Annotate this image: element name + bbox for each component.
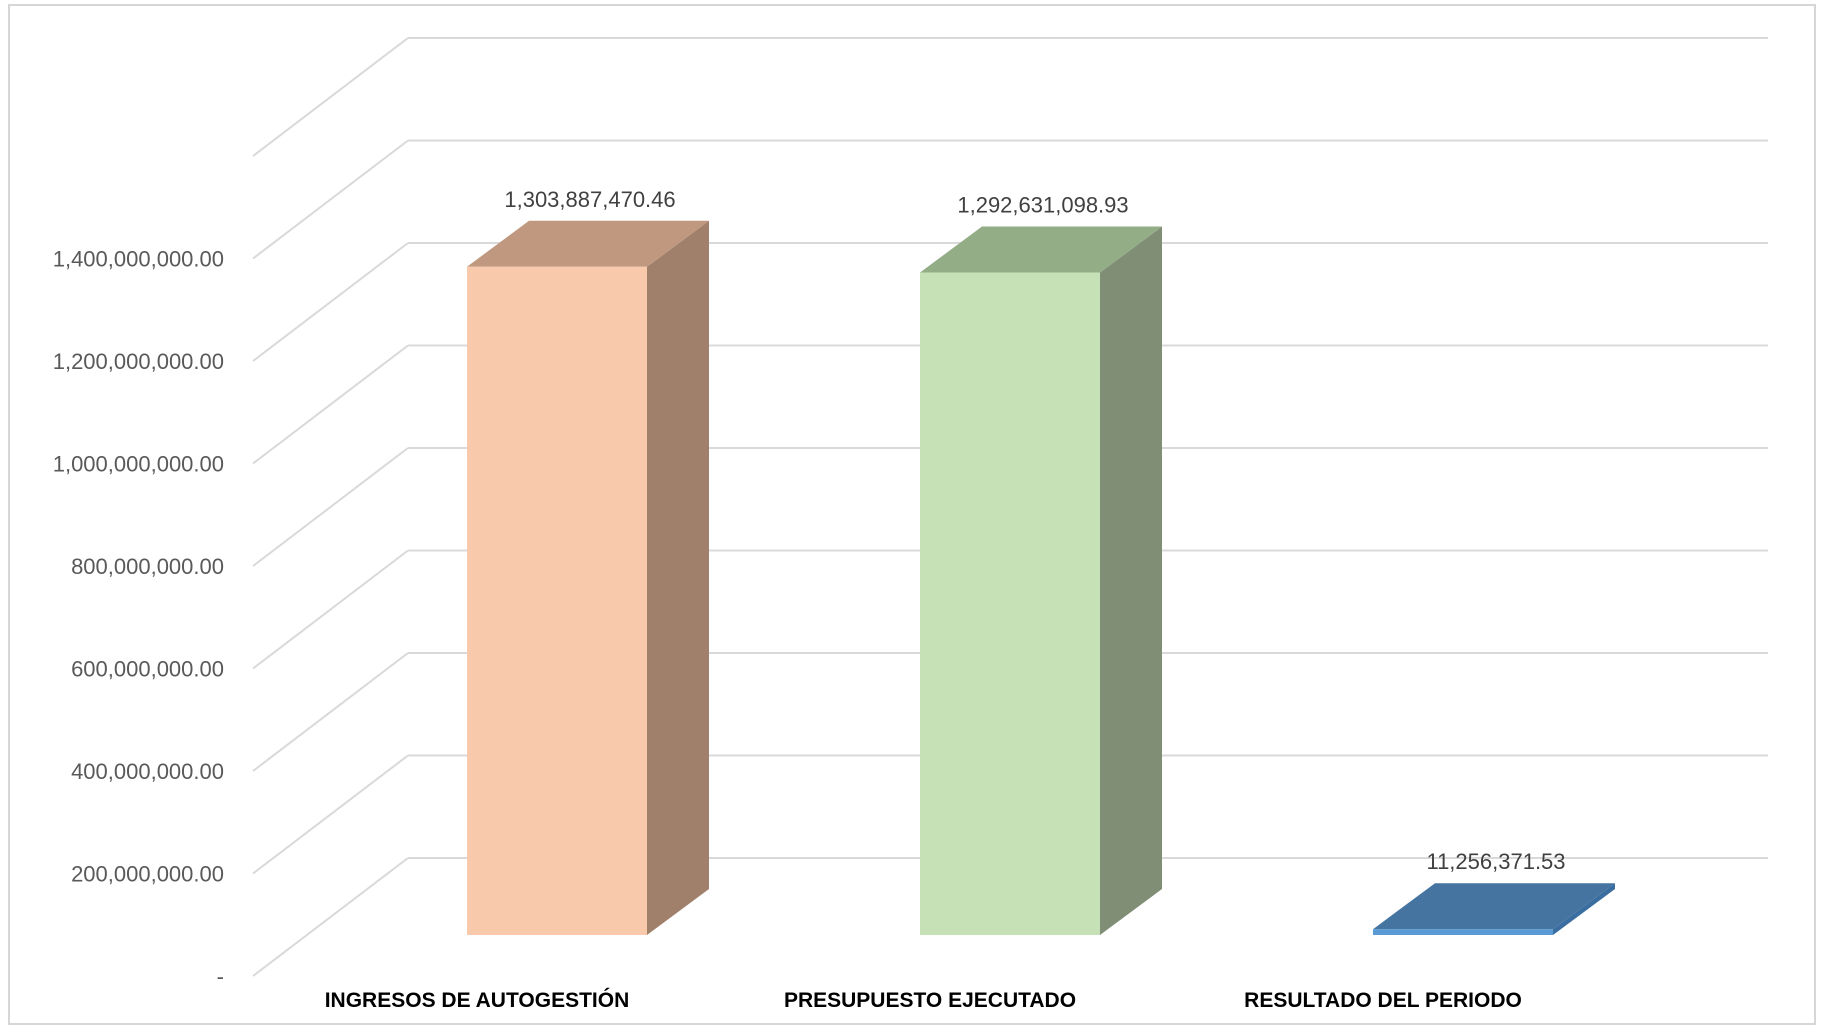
y-axis-ticks: - 200,000,000.00 400,000,000.00 600,000,000… <box>53 247 224 990</box>
side-gridline-3 <box>252 549 409 670</box>
side-gridline-6 <box>252 242 409 362</box>
y-tick-label-2: 400,000,000.00 <box>71 759 224 784</box>
y-tick-label-1: 200,000,000.00 <box>71 862 224 887</box>
chart-frame: - 200,000,000.00 400,000,000.00 600,000,000… <box>8 4 1816 1025</box>
bar-side-1 <box>1100 226 1162 936</box>
y-tick-label-3: 600,000,000.00 <box>71 657 224 682</box>
bar-0 <box>467 220 709 935</box>
data-label-1: 1,292,631,098.93 <box>957 193 1128 218</box>
bar-top-0 <box>467 220 709 267</box>
category-label-2: RESULTADO DEL PERIODO <box>1244 989 1522 1012</box>
bar-2 <box>1373 883 1615 935</box>
side-gridline-8 <box>252 37 409 157</box>
bar-top-1 <box>920 226 1162 273</box>
bar-side-0 <box>647 220 709 935</box>
y-tick-label-0: - <box>217 964 224 989</box>
y-tick-label-4: 800,000,000.00 <box>71 554 224 579</box>
bar-front-1 <box>920 272 1100 935</box>
bars <box>467 220 1615 936</box>
category-label-0: INGRESOS DE AUTOGESTIÓN <box>325 988 630 1012</box>
bar-front-0 <box>467 266 647 935</box>
category-label-1: PRESUPUESTO EJECUTADO <box>784 989 1076 1012</box>
category-labels: INGRESOS DE AUTOGESTIÓN PRESUPUESTO EJECU… <box>325 988 1522 1012</box>
bar-top-2 <box>1373 883 1615 930</box>
bar-1 <box>920 226 1162 936</box>
data-label-0: 1,303,887,470.46 <box>504 187 675 212</box>
side-gridline-4 <box>252 447 409 567</box>
data-label-2: 11,256,371.53 <box>1426 849 1565 874</box>
y-tick-label-5: 1,000,000,000.00 <box>53 452 224 477</box>
bar-front-2 <box>1373 929 1553 935</box>
y-tick-label-7: 1,400,000,000.00 <box>53 247 224 272</box>
side-gridline-0 <box>252 857 409 977</box>
y-tick-label-6: 1,200,000,000.00 <box>53 349 224 374</box>
data-labels: 1,303,887,470.46 1,292,631,098.93 11,256,3… <box>504 187 1565 874</box>
side-gridline-2 <box>252 652 409 772</box>
bar-side-2 <box>1553 883 1615 935</box>
side-gridline-1 <box>252 754 409 875</box>
side-gridline-7 <box>252 139 409 260</box>
chart-svg: - 200,000,000.00 400,000,000.00 600,000,000… <box>53 37 1768 1012</box>
side-gridline-5 <box>252 344 409 465</box>
